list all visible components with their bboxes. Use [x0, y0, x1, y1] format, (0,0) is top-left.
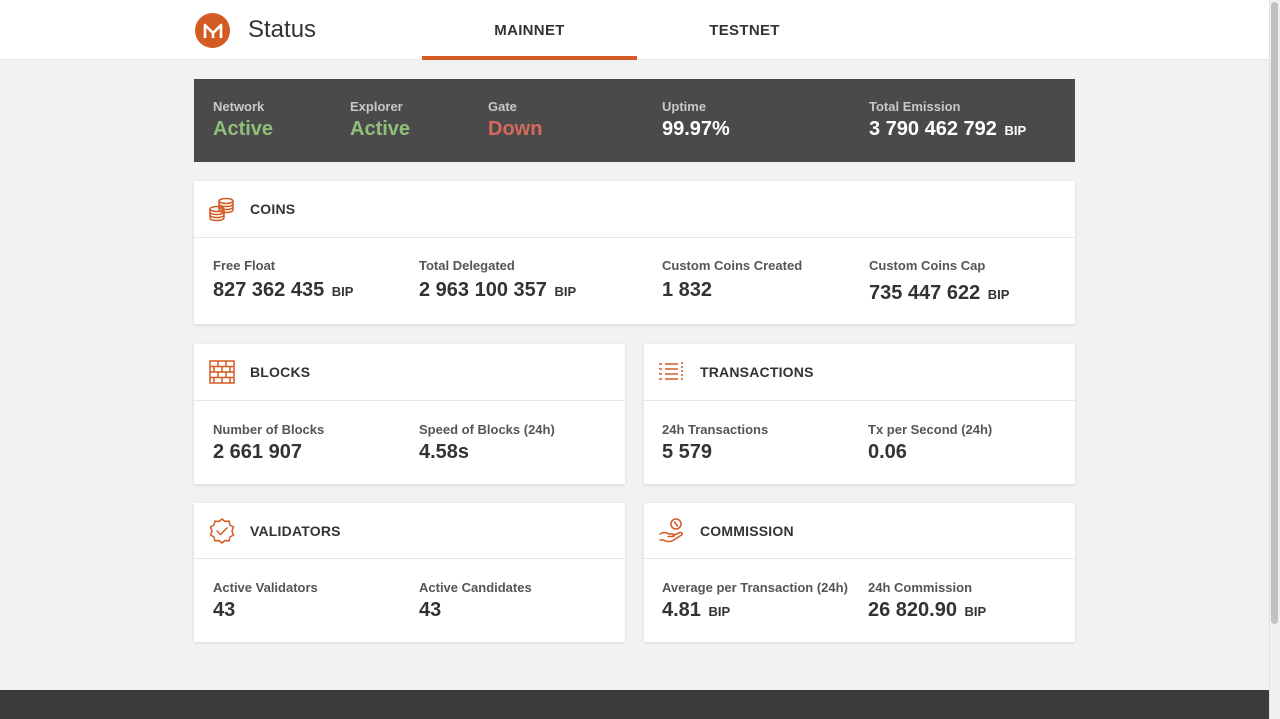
free-float-value: 827 362 435 — [213, 279, 325, 301]
scrollbar-thumb[interactable] — [1271, 2, 1278, 624]
total-delegated-value: 2 963 100 357 — [419, 279, 547, 301]
number-of-blocks-value: 2 661 907 — [213, 441, 302, 463]
commission-24h-label: 24h Commission — [868, 580, 973, 595]
emission-label: Total Emission — [869, 99, 961, 114]
custom-coins-created-metric: Custom Coins Created 1 832 — [662, 258, 802, 302]
number-of-blocks-label: Number of Blocks — [213, 422, 325, 437]
tx-per-second-label: Tx per Second (24h) — [868, 422, 993, 437]
transactions-card-header: TRANSACTIONS — [644, 344, 1075, 401]
total-delegated-label: Total Delegated — [419, 258, 515, 273]
active-candidates-value: 43 — [419, 599, 442, 621]
list-icon — [659, 362, 683, 381]
page-footer — [0, 690, 1269, 719]
validators-card: VALIDATORS Active Validators 43 Active C… — [194, 503, 625, 642]
avg-commission-unit: BIP — [708, 604, 731, 619]
active-validators-metric: Active Validators 43 — [213, 580, 318, 622]
gate-label: Gate — [488, 99, 517, 114]
tx-per-second-metric: Tx per Second (24h) 0.06 — [868, 422, 992, 464]
commission-card-header: COMMISSION — [644, 503, 1075, 559]
speed-of-blocks-metric: Speed of Blocks (24h) 4.58s — [419, 422, 555, 464]
avg-commission-metric: Average per Transaction (24h) 4.81 BIP — [662, 580, 848, 622]
explorer-value: Active — [350, 118, 411, 140]
gate-value: Down — [488, 118, 543, 140]
active-candidates-metric: Active Candidates 43 — [419, 580, 532, 622]
active-tab-indicator — [422, 56, 637, 60]
validators-card-header: VALIDATORS — [194, 503, 625, 559]
free-float-unit: BIP — [331, 284, 354, 299]
commission-24h-unit: BIP — [964, 604, 987, 619]
tab-testnet[interactable]: TESTNET — [709, 21, 780, 39]
uptime-label: Uptime — [662, 99, 707, 114]
custom-coins-created-value: 1 832 — [662, 279, 713, 301]
page-title: Status — [248, 16, 317, 43]
active-validators-value: 43 — [213, 599, 236, 621]
emission-unit: BIP — [1004, 123, 1027, 138]
badge-check-icon — [209, 517, 235, 544]
blocks-icon — [209, 360, 235, 384]
uptime-value: 99.97% — [662, 118, 730, 140]
network-status: Network Active — [213, 99, 273, 141]
avg-commission-label: Average per Transaction (24h) — [662, 580, 848, 595]
custom-coins-cap-unit: BIP — [987, 287, 1010, 302]
total-delegated-value-row: 2 963 100 357 BIP — [419, 279, 576, 302]
coins-title: COINS — [250, 201, 296, 217]
transactions-24h-label: 24h Transactions — [662, 422, 769, 437]
total-delegated-unit: BIP — [554, 284, 577, 299]
commission-24h-value-row: 26 820.90 BIP — [868, 599, 986, 622]
active-validators-label: Active Validators — [213, 580, 318, 595]
custom-coins-cap-label: Custom Coins Cap — [869, 258, 986, 273]
network-value: Active — [213, 118, 274, 140]
speed-of-blocks-value: 4.58s — [419, 441, 470, 463]
explorer-label: Explorer — [350, 99, 403, 114]
custom-coins-cap-metric: Custom Coins Cap 735 447 622 BIP — [869, 258, 1009, 305]
custom-coins-created-label: Custom Coins Created — [662, 258, 803, 273]
coins-card-header: COINS — [194, 181, 1075, 238]
blocks-title: BLOCKS — [250, 364, 311, 380]
logo-m-icon — [203, 23, 222, 38]
commission-24h-value: 26 820.90 — [868, 599, 957, 621]
emission-status: Total Emission 3 790 462 792 BIP — [869, 99, 1026, 141]
free-float-metric: Free Float 827 362 435 BIP — [213, 258, 353, 302]
explorer-status: Explorer Active — [350, 99, 410, 141]
tab-mainnet[interactable]: MAINNET — [494, 21, 565, 39]
free-float-value-row: 827 362 435 BIP — [213, 279, 353, 302]
gate-status: Gate Down — [488, 99, 542, 141]
emission-value-row: 3 790 462 792 BIP — [869, 118, 1026, 141]
uptime-status: Uptime 99.97% — [662, 99, 730, 141]
number-of-blocks-metric: Number of Blocks 2 661 907 — [213, 422, 324, 464]
free-float-label: Free Float — [213, 258, 276, 273]
blocks-card: BLOCKS Number of Blocks 2 661 907 Speed … — [194, 344, 625, 484]
transactions-card: TRANSACTIONS 24h Transactions 5 579 Tx p… — [644, 344, 1075, 484]
tx-per-second-value: 0.06 — [868, 441, 907, 463]
avg-commission-value-row: 4.81 BIP — [662, 599, 848, 622]
commission-card: COMMISSION Average per Transaction (24h)… — [644, 503, 1075, 642]
custom-coins-cap-value-row: 735 447 622 BIP — [869, 282, 1009, 305]
total-delegated-metric: Total Delegated 2 963 100 357 BIP — [419, 258, 576, 302]
validators-title: VALIDATORS — [250, 522, 341, 539]
emission-value: 3 790 462 792 — [869, 118, 997, 140]
blocks-card-header: BLOCKS — [194, 344, 625, 401]
top-header: Status MAINNET TESTNET — [0, 0, 1269, 60]
speed-of-blocks-label: Speed of Blocks (24h) — [419, 422, 555, 437]
coins-card: COINS Free Float 827 362 435 BIP Total D… — [194, 181, 1075, 324]
hand-coin-icon — [659, 517, 683, 542]
transactions-24h-value: 5 579 — [662, 441, 713, 463]
active-candidates-label: Active Candidates — [419, 580, 532, 595]
avg-commission-value: 4.81 — [662, 599, 701, 621]
transactions-title: TRANSACTIONS — [700, 364, 814, 380]
minter-logo[interactable] — [195, 13, 230, 48]
custom-coins-cap-value: 735 447 622 — [869, 282, 981, 304]
network-status-bar: Network Active Explorer Active Gate Down… — [194, 79, 1075, 162]
network-label: Network — [213, 99, 265, 114]
coins-icon — [209, 197, 234, 222]
commission-24h-metric: 24h Commission 26 820.90 BIP — [868, 580, 986, 622]
commission-title: COMMISSION — [700, 522, 794, 539]
transactions-24h-metric: 24h Transactions 5 579 — [662, 422, 768, 464]
